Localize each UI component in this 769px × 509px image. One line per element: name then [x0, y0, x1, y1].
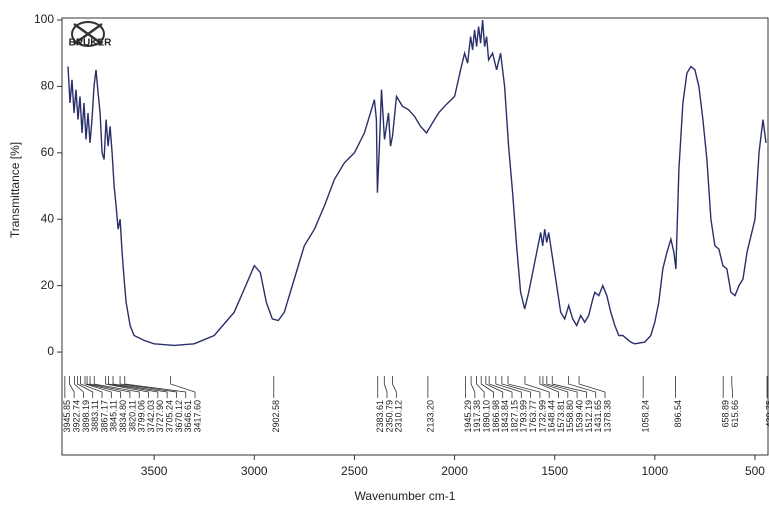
peak-label: 439.75	[764, 400, 769, 428]
peak-label: 1732.99	[537, 400, 547, 433]
peak-label: 2133.20	[425, 400, 435, 433]
peak-marker	[507, 376, 541, 398]
x-tick-label: 3500	[141, 464, 168, 478]
y-tick-label: 40	[41, 211, 55, 225]
peak-marker	[542, 376, 569, 398]
peak-marker	[76, 376, 94, 398]
peak-label: 3820.11	[127, 400, 137, 432]
peak-marker	[476, 376, 485, 398]
peak-marker	[89, 376, 131, 398]
peak-marker	[93, 376, 140, 398]
peak-marker	[383, 376, 388, 398]
peak-marker	[495, 376, 522, 398]
plot-frame	[61, 17, 769, 456]
y-tick-label: 20	[41, 278, 55, 292]
peak-label: 3867.17	[99, 400, 109, 433]
peak-marker	[108, 376, 159, 398]
peak-marker	[84, 376, 112, 398]
peak-label: 896.54	[673, 400, 683, 428]
y-tick-label: 80	[41, 79, 55, 93]
y-axis-label: Transmittance [%]	[8, 142, 22, 238]
peak-marker	[69, 376, 75, 398]
peak-label: 1558.80	[565, 400, 575, 433]
peak-label: 1917.38	[472, 400, 482, 433]
peak-marker	[551, 376, 587, 398]
peak-marker	[112, 376, 168, 398]
peak-marker	[524, 376, 550, 398]
logo-cross	[73, 22, 103, 46]
peak-label: 1378.38	[602, 400, 612, 433]
peak-label: 1763.77	[528, 400, 538, 433]
peak-marker	[480, 376, 494, 398]
peak-label: 3845.11	[109, 400, 119, 432]
peak-label: 1539.40	[574, 400, 584, 433]
peak-label: 3834.80	[118, 400, 128, 433]
peak-marker	[546, 376, 578, 398]
peak-marker	[501, 376, 532, 398]
peak-label: 3417.60	[192, 400, 202, 433]
peak-label: 1058.24	[641, 400, 651, 433]
peak-label: 3742.03	[146, 400, 156, 433]
peak-label: 1573.81	[556, 400, 566, 433]
peak-marker	[73, 376, 84, 398]
logo: BRUKER	[69, 21, 113, 49]
peak-label: 1827.15	[509, 400, 519, 433]
peak-marker	[578, 376, 606, 398]
peak-label: 658.89	[721, 400, 731, 428]
peak-label: 1512.19	[584, 400, 594, 433]
x-tick-label: 3000	[241, 464, 268, 478]
y-tick-label: 100	[34, 12, 54, 26]
peak-label: 3799.06	[137, 400, 147, 433]
logo-ring	[71, 21, 105, 47]
peak-marker	[567, 376, 597, 398]
peak-label: 1843.84	[500, 400, 510, 433]
peak-marker	[485, 376, 504, 398]
peak-label: 1866.98	[491, 400, 501, 433]
y-tick-label: 0	[47, 344, 54, 358]
peak-marker	[80, 376, 103, 398]
x-tick-label: 1000	[641, 464, 668, 478]
peak-marker	[731, 376, 733, 398]
peak-marker	[470, 376, 476, 398]
peak-label: 3705.24	[165, 400, 175, 433]
x-tick-label: 2500	[341, 464, 368, 478]
peak-label: 3646.61	[183, 400, 193, 433]
peak-marker	[392, 376, 397, 398]
peak-label: 1945.29	[463, 400, 473, 433]
peak-label: 3898.19	[81, 400, 91, 433]
peak-label: 2350.79	[384, 400, 394, 433]
peak-label: 3883.11	[90, 400, 100, 432]
peak-marker	[539, 376, 559, 398]
x-axis-label: Wavenumber cm-1	[355, 489, 456, 503]
peak-label: 2310.12	[394, 400, 404, 433]
peak-marker	[170, 376, 196, 398]
peak-label: 3945.85	[62, 400, 72, 433]
peak-label: 2383.61	[375, 400, 385, 433]
peak-label: 1793.99	[519, 400, 529, 433]
peak-label: 1431.65	[593, 400, 603, 433]
peak-label: 1890.10	[481, 400, 491, 433]
peak-marker	[105, 376, 149, 398]
peak-label: 1648.44	[547, 400, 557, 433]
peak-label: 2902.58	[271, 400, 281, 433]
peak-marker	[124, 376, 187, 398]
peak-label: 3727.90	[155, 400, 165, 433]
peak-marker	[488, 376, 513, 398]
peak-marker	[86, 376, 122, 398]
peak-label: 615.66	[730, 400, 740, 428]
peak-label: 3922.74	[72, 400, 82, 433]
peak-label: 3670.12	[174, 400, 184, 433]
spectrum-line	[67, 19, 767, 347]
x-tick-label: 500	[745, 464, 765, 478]
peak-marker	[119, 376, 177, 398]
x-tick-label: 2000	[441, 464, 468, 478]
logo-text: BRUKER	[69, 38, 113, 49]
x-tick-label: 1500	[541, 464, 568, 478]
y-tick-label: 60	[41, 145, 55, 159]
